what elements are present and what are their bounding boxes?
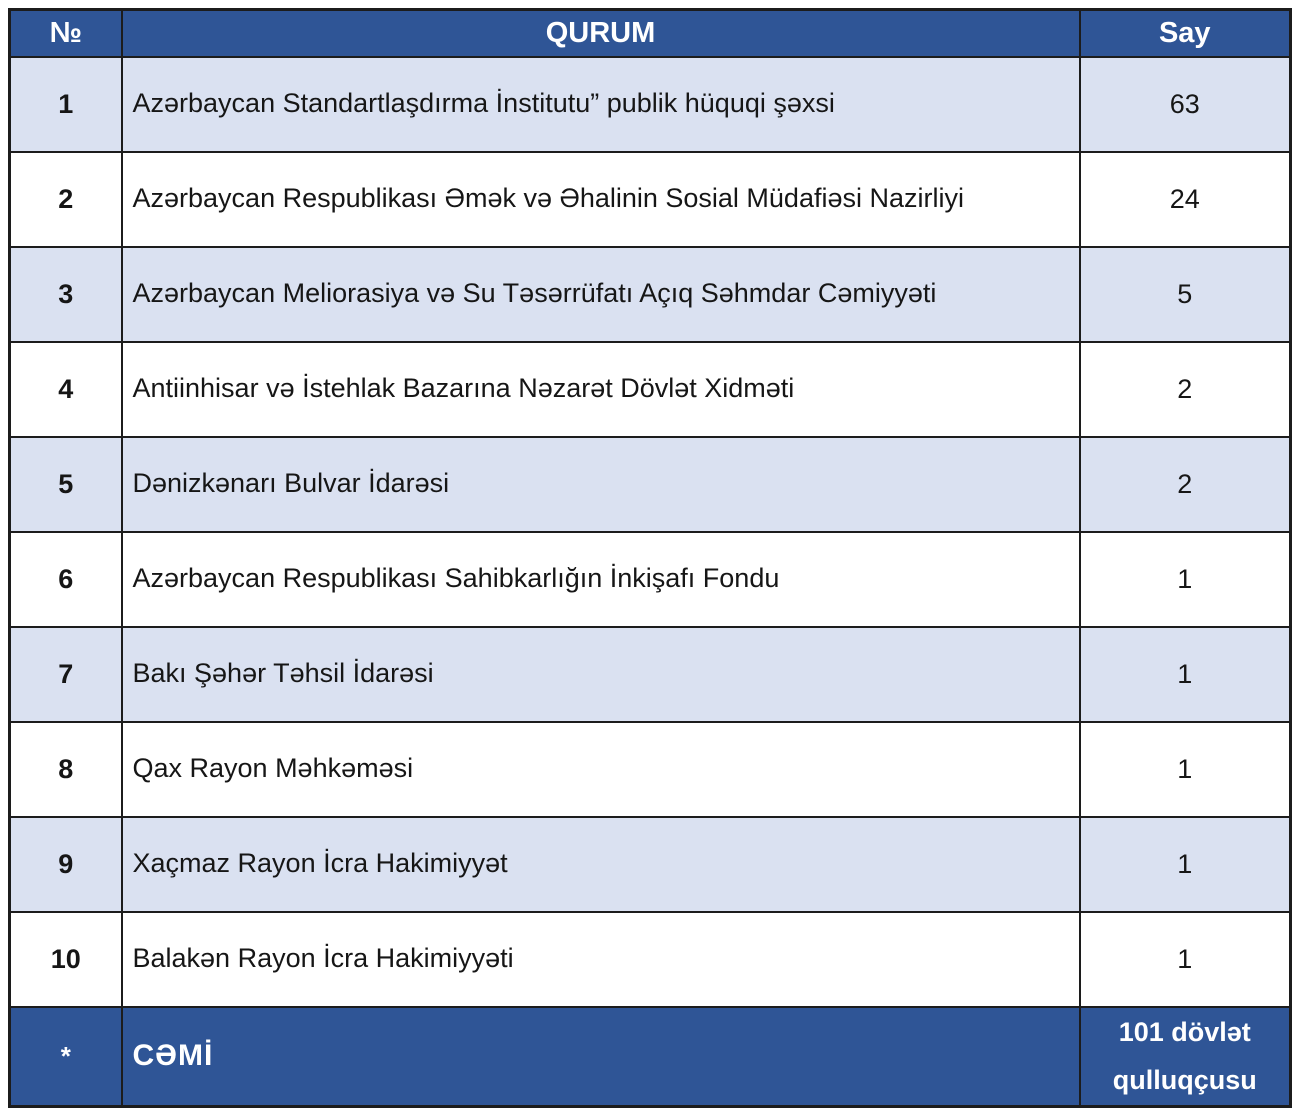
table-row: 7 Bakı Şəhər Təhsil İdarəsi 1 [8, 625, 1292, 723]
table-row: 2 Azərbaycan Respublikası Əmək və Əhalin… [8, 150, 1292, 248]
row-number-cell: 10 [8, 910, 123, 1008]
row-number-cell: 1 [8, 55, 123, 153]
row-number-cell: 2 [8, 150, 123, 248]
row-number-cell: 8 [8, 720, 123, 818]
qurum-cell: Azərbaycan Respublikası Sahibkarlığın İn… [120, 530, 1081, 628]
total-value-cell: 101 dövlət qulluqçusu [1078, 1005, 1292, 1108]
header-row: № QURUM Say [8, 8, 1292, 58]
qurum-cell: Qax Rayon Məhkəməsi [120, 720, 1081, 818]
say-cell: 2 [1078, 340, 1292, 438]
qurum-cell: Dənizkənarı Bulvar İdarəsi [120, 435, 1081, 533]
row-number-cell: 5 [8, 435, 123, 533]
qurum-cell: Antiinhisar və İstehlak Bazarına Nəzarət… [120, 340, 1081, 438]
row-number-cell: 6 [8, 530, 123, 628]
table-row: 4 Antiinhisar və İstehlak Bazarına Nəzar… [8, 340, 1292, 438]
header-cell-qurum: QURUM [120, 8, 1081, 58]
header-cell-say: Say [1078, 8, 1292, 58]
say-cell: 1 [1078, 720, 1292, 818]
say-cell: 1 [1078, 530, 1292, 628]
table-row: 8 Qax Rayon Məhkəməsi 1 [8, 720, 1292, 818]
table-row: 5 Dənizkənarı Bulvar İdarəsi 2 [8, 435, 1292, 533]
qurum-cell: Bakı Şəhər Təhsil İdarəsi [120, 625, 1081, 723]
total-label-cell: CƏMİ [120, 1005, 1081, 1108]
row-number-cell: 4 [8, 340, 123, 438]
say-cell: 63 [1078, 55, 1292, 153]
table-row: 9 Xaçmaz Rayon İcra Hakimiyyət 1 [8, 815, 1292, 913]
table-footer: * CƏMİ 101 dövlət qulluqçusu [8, 1005, 1292, 1108]
say-cell: 1 [1078, 625, 1292, 723]
row-number-cell: 7 [8, 625, 123, 723]
table-row: 1 Azərbaycan Standartlaşdırma İnstitutu”… [8, 55, 1292, 153]
say-cell: 5 [1078, 245, 1292, 343]
say-cell: 24 [1078, 150, 1292, 248]
qurum-cell: Xaçmaz Rayon İcra Hakimiyyət [120, 815, 1081, 913]
qurum-cell: Balakən Rayon İcra Hakimiyyəti [120, 910, 1081, 1008]
total-row: * CƏMİ 101 dövlət qulluqçusu [8, 1005, 1292, 1108]
table-row: 6 Azərbaycan Respublikası Sahibkarlığın … [8, 530, 1292, 628]
total-marker-cell: * [8, 1005, 123, 1108]
say-cell: 1 [1078, 815, 1292, 913]
qurum-cell: Azərbaycan Respublikası Əmək və Əhalinin… [120, 150, 1081, 248]
qurum-cell: Azərbaycan Standartlaşdırma İnstitutu” p… [120, 55, 1081, 153]
table-row: 10 Balakən Rayon İcra Hakimiyyəti 1 [8, 910, 1292, 1008]
table-body: 1 Azərbaycan Standartlaşdırma İnstitutu”… [8, 55, 1292, 1008]
header-cell-number: № [8, 8, 123, 58]
row-number-cell: 3 [8, 245, 123, 343]
organizations-table: № QURUM Say 1 Azərbaycan Standartlaşdırm… [8, 8, 1292, 1108]
say-cell: 2 [1078, 435, 1292, 533]
table-row: 3 Azərbaycan Meliorasiya və Su Təsərrüfa… [8, 245, 1292, 343]
table-header: № QURUM Say [8, 8, 1292, 58]
row-number-cell: 9 [8, 815, 123, 913]
qurum-cell: Azərbaycan Meliorasiya və Su Təsərrüfatı… [120, 245, 1081, 343]
say-cell: 1 [1078, 910, 1292, 1008]
